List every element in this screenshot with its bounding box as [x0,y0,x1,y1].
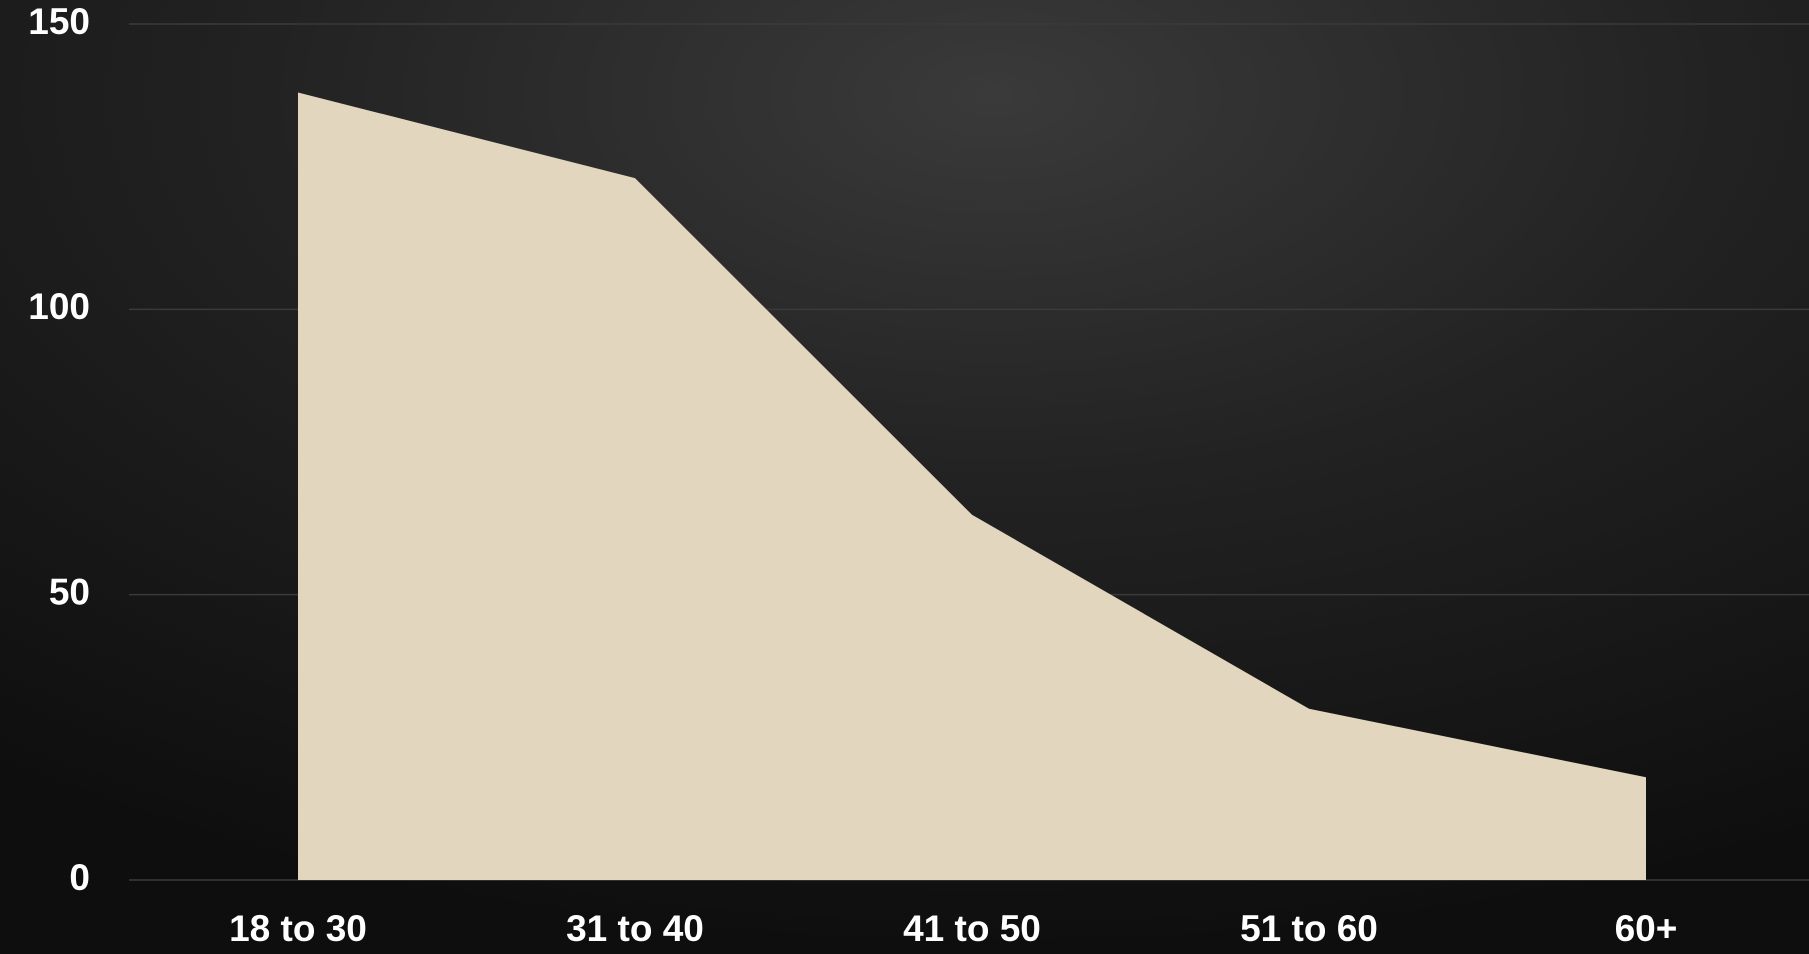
x-tick-label: 51 to 60 [1240,908,1378,949]
x-tick-label: 60+ [1615,908,1678,949]
x-tick-label: 18 to 30 [229,908,367,949]
x-tick-label: 41 to 50 [903,908,1041,949]
y-tick-label: 0 [69,857,90,898]
y-tick-label: 150 [28,1,90,42]
x-tick-label: 31 to 40 [566,908,704,949]
y-tick-label: 100 [28,286,90,327]
area [298,92,1646,881]
y-tick-label: 50 [49,571,90,612]
